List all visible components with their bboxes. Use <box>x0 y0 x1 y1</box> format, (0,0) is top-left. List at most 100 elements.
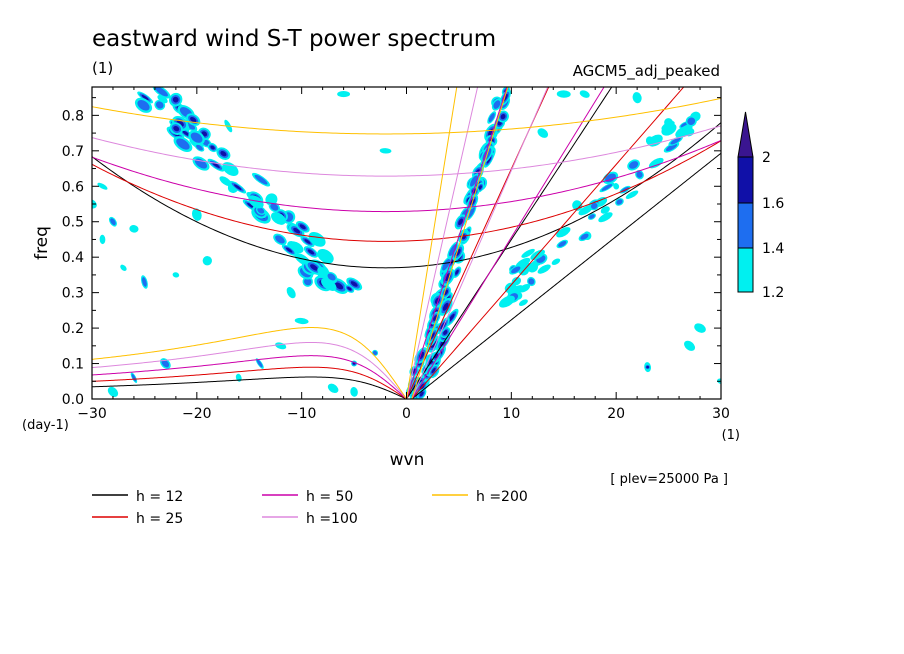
power-level-3 <box>190 116 197 123</box>
spectral-blob <box>644 364 651 371</box>
y-axis-label: freq <box>32 226 52 260</box>
spectral-blob <box>186 113 201 126</box>
spectral-blob <box>632 92 642 104</box>
spectral-blob <box>635 169 644 180</box>
power-level-3 <box>304 239 311 244</box>
spectral-blob <box>487 111 497 124</box>
spectral-blob <box>527 262 539 273</box>
power-level-1 <box>294 317 309 325</box>
spectral-blob <box>229 180 247 194</box>
power-level-2 <box>161 359 170 368</box>
power-level-2 <box>275 235 285 244</box>
power-level-2 <box>270 203 279 211</box>
spectral-blob <box>491 98 502 111</box>
spectral-blob <box>551 258 561 266</box>
spectral-blob <box>317 249 334 264</box>
spectral-blob <box>271 212 286 225</box>
power-level-2 <box>196 144 203 151</box>
x-tick-label: 30 <box>712 406 730 422</box>
spectral-blob <box>194 143 205 152</box>
y-tick-label: 0.0 <box>62 392 84 408</box>
power-level-1 <box>579 90 590 98</box>
power-level-2 <box>670 137 681 145</box>
spectral-blob <box>663 142 680 153</box>
power-level-2 <box>142 277 147 287</box>
spectral-blob <box>521 248 535 258</box>
spectral-blob <box>431 350 441 362</box>
spectral-blob <box>428 364 439 377</box>
colorbar-label: 1.4 <box>762 241 784 257</box>
power-level-1 <box>521 248 535 258</box>
power-level-1 <box>684 340 696 351</box>
spectral-blob <box>275 342 287 350</box>
power-level-1 <box>317 249 334 264</box>
power-level-1 <box>648 157 664 169</box>
spectral-blob <box>440 256 452 273</box>
spectral-blob <box>527 276 536 287</box>
power-level-1 <box>632 92 642 104</box>
spectral-blob <box>668 136 683 146</box>
colorbar-bin-3 <box>737 156 754 204</box>
power-level-1 <box>327 383 339 394</box>
power-level-1 <box>289 241 304 254</box>
spectral-blob <box>600 206 610 214</box>
y-tick-label: 0.8 <box>62 108 84 124</box>
power-level-3 <box>500 113 506 120</box>
power-level-3 <box>247 202 255 209</box>
spectral-blob <box>518 283 531 293</box>
chart-subtitle-left: (1) <box>92 59 113 77</box>
power-level-3 <box>430 340 437 348</box>
spectral-blob <box>518 299 528 307</box>
power-level-3 <box>299 224 306 230</box>
spectral-blob <box>337 90 351 98</box>
spectral-blob <box>452 266 462 278</box>
spectral-blob <box>466 204 477 221</box>
power-level-3 <box>486 156 492 164</box>
power-level-1 <box>172 272 180 278</box>
spectral-blob <box>483 152 495 168</box>
spectral-blob <box>255 358 264 369</box>
power-level-1 <box>99 234 106 245</box>
spectral-blob <box>615 198 624 206</box>
x-tick-label: 0 <box>402 406 411 422</box>
power-level-2 <box>442 259 450 271</box>
spectral-blob <box>417 388 427 399</box>
inertia-gravity-curve <box>92 140 721 242</box>
spectral-blob <box>172 272 180 278</box>
spectral-blob <box>675 125 692 138</box>
spectral-blob <box>157 94 168 104</box>
power-level-2 <box>176 138 190 150</box>
spectral-blob <box>579 90 590 98</box>
legend-label: h = 50 <box>306 489 353 505</box>
spectral-blob <box>537 264 551 274</box>
x-unit-label: (1) <box>722 428 740 443</box>
legend: h = 12 h = 25 h = 50 h =100 h =200 <box>92 489 528 527</box>
power-level-3 <box>419 391 424 397</box>
power-level-1 <box>235 373 242 382</box>
power-level-1 <box>350 387 358 397</box>
spectral-blob <box>188 130 205 145</box>
power-level-3 <box>646 365 649 369</box>
x-axis-label: wvn <box>390 450 425 470</box>
spectral-blob <box>286 287 296 299</box>
spectral-blob <box>191 208 202 221</box>
power-level-3 <box>141 94 149 101</box>
spectral-blob <box>664 118 673 127</box>
power-level-1 <box>248 195 264 209</box>
power-level-2 <box>488 112 495 122</box>
spectral-blob <box>169 122 183 135</box>
power-level-2 <box>590 202 598 209</box>
spectral-blob <box>252 172 271 187</box>
power-level-1 <box>157 94 168 104</box>
spectral-blob <box>556 239 569 249</box>
colorbar-label: 1.2 <box>762 285 784 301</box>
spectral-blob <box>625 190 639 199</box>
rossby-curve <box>92 366 407 399</box>
legend-label: h = 25 <box>136 511 183 527</box>
power-level-2 <box>190 132 203 143</box>
spectral-blob <box>130 372 138 383</box>
x-tick-label: −10 <box>287 406 317 422</box>
power-level-2 <box>665 143 678 152</box>
legend-label: h =200 <box>476 489 528 505</box>
spectral-blob <box>578 232 591 242</box>
